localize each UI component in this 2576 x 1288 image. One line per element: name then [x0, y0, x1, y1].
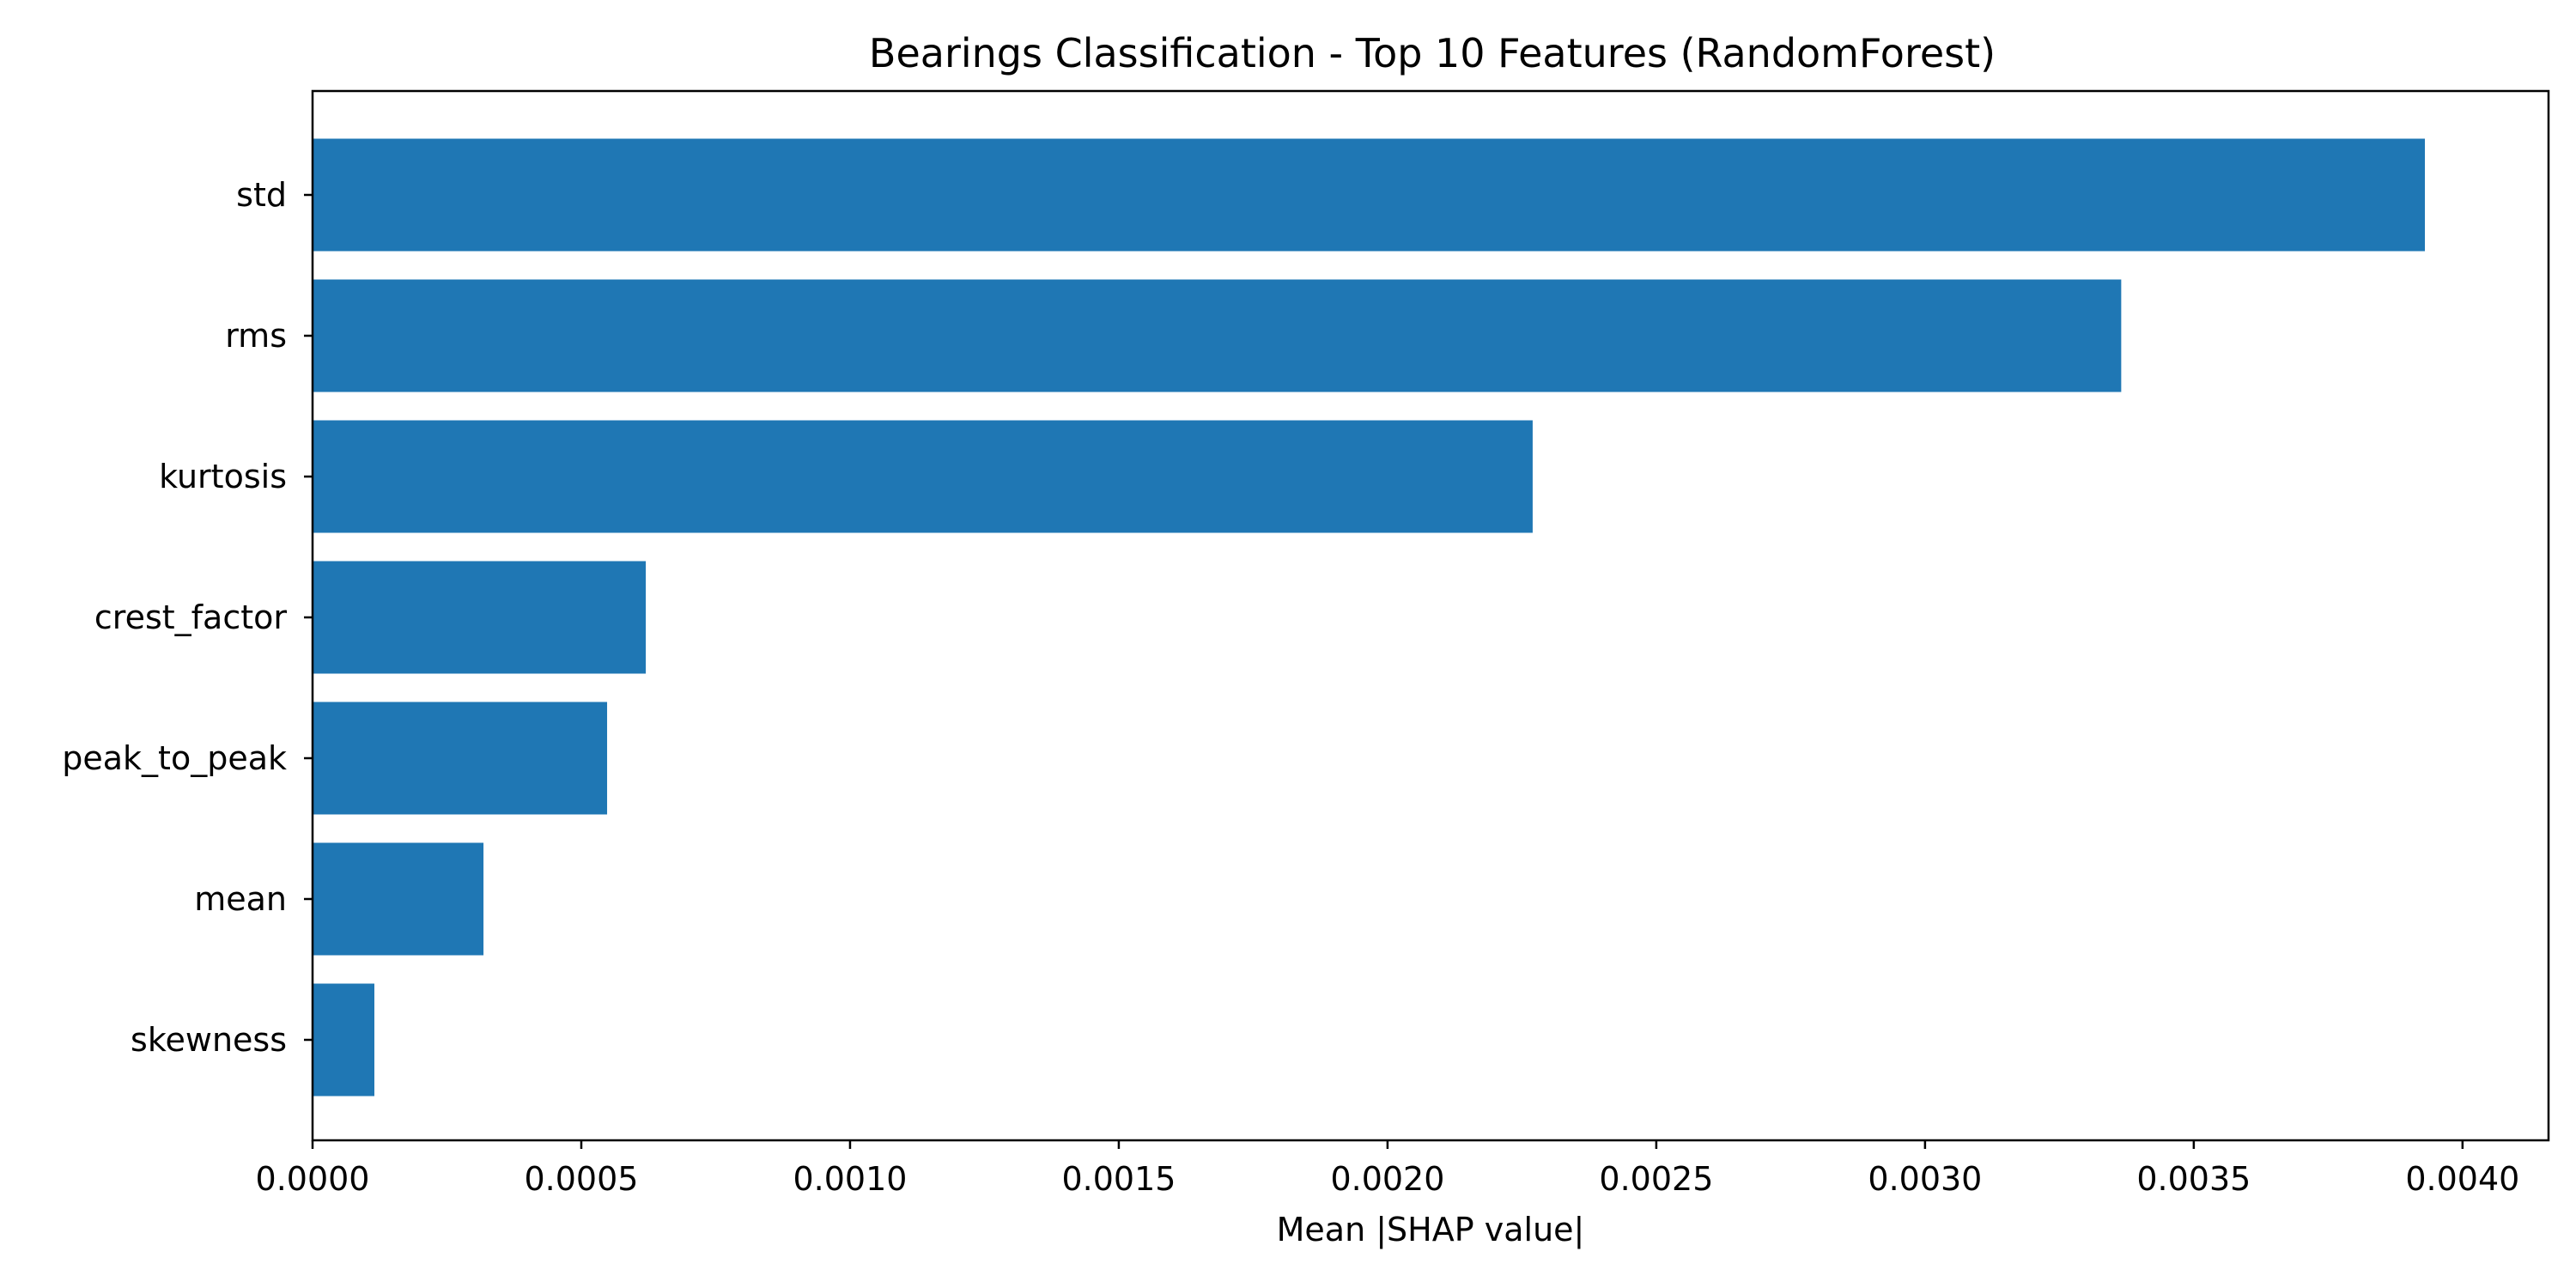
x-tick-label: 0.0025: [1599, 1160, 1713, 1198]
x-tick-label: 0.0005: [524, 1160, 638, 1198]
x-axis-label: Mean |SHAP value|: [1277, 1211, 1585, 1249]
y-axis: std rms kurtosis crest_factor peak_to_peakme…: [62, 176, 313, 1059]
x-tick-label: 0.0020: [1330, 1160, 1444, 1198]
bar-skewness: [313, 983, 374, 1097]
plot-frame: [311, 89, 2550, 1142]
y-tick-label: kurtosis: [159, 458, 287, 495]
x-tick-label: 0.0040: [2405, 1160, 2519, 1198]
bar-kurtosis: [313, 420, 1533, 533]
chart-title: Bearings Classification - Top 10 Feature…: [869, 30, 1996, 76]
bars-layer: [313, 138, 2426, 1097]
x-tick-label: 0.0000: [256, 1160, 370, 1198]
x-tick-label: 0.0015: [1061, 1160, 1176, 1198]
y-tick-label: skewness: [131, 1021, 287, 1059]
bar-mean: [313, 842, 484, 956]
y-tick-label: peak_to_peak: [62, 739, 287, 777]
x-tick-label: 0.0030: [1868, 1160, 1982, 1198]
y-tick-label: mean: [194, 880, 287, 918]
y-tick-label: std: [236, 176, 287, 214]
bar-std: [313, 138, 2426, 252]
y-tick-label: rms: [225, 317, 287, 355]
bar-crest_factor: [313, 561, 647, 674]
y-tick-label: crest_factor: [94, 598, 287, 636]
x-axis: 0.0000 0.0005 0.0010 0.0015 0.0020 0.0025 0.00…: [256, 1140, 2519, 1198]
bar-peak_to_peak: [313, 702, 608, 815]
x-tick-label: 0.0010: [793, 1160, 907, 1198]
x-tick-label: 0.0035: [2136, 1160, 2251, 1198]
bar-rms: [313, 279, 2122, 392]
